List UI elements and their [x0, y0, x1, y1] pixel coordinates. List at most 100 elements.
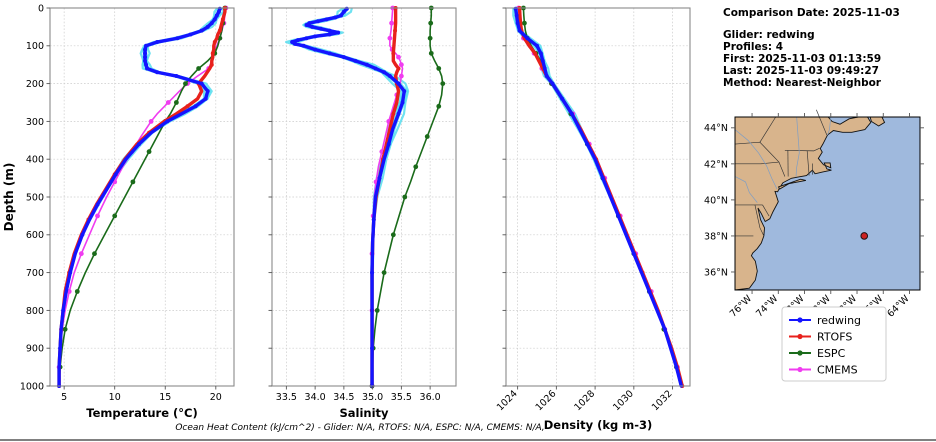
data-point — [440, 81, 446, 86]
data-point — [74, 289, 80, 294]
data-point — [428, 50, 434, 56]
legend-item-espc[interactable]: ESPC — [789, 347, 846, 360]
legend-marker — [797, 333, 803, 340]
map-lat-label: 36°N — [704, 267, 728, 278]
data-point — [550, 81, 555, 86]
data-point — [113, 172, 118, 177]
data-point — [304, 23, 309, 28]
data-point — [389, 20, 394, 26]
data-point — [515, 21, 520, 26]
data-point — [183, 81, 188, 86]
data-point — [304, 36, 309, 41]
data-point — [373, 66, 378, 71]
x-axis: 5 10 15 20 — [61, 386, 222, 403]
y-tick-label: 400 — [26, 155, 44, 166]
data-point — [143, 58, 148, 63]
long-island — [777, 178, 806, 190]
data-point — [143, 51, 148, 56]
x-tick-label: 33.5 — [276, 392, 297, 403]
data-point — [370, 346, 375, 351]
data-point — [370, 270, 375, 275]
data-point — [313, 34, 318, 39]
data-point — [387, 74, 392, 79]
data-point — [333, 15, 338, 20]
data-point — [148, 119, 154, 124]
series-redwing — [290, 6, 407, 388]
data-point — [391, 51, 396, 56]
data-point — [396, 66, 401, 71]
data-point — [424, 134, 430, 139]
legend-item-cmems[interactable]: CMEMS — [789, 364, 858, 377]
data-point — [173, 100, 179, 105]
data-point — [402, 194, 408, 200]
profile-panel-salinity: 33.5 34.0 34.5 35.0 35.5 36.0 Salinity — [268, 5, 457, 420]
glider-location-marker[interactable] — [860, 232, 869, 240]
info-comparison-date: Comparison Date: 2025-11-03 — [723, 7, 900, 19]
legend-marker — [797, 317, 803, 323]
data-point — [339, 13, 343, 18]
data-point — [341, 55, 346, 60]
data-point — [396, 54, 401, 60]
data-point — [393, 28, 398, 33]
data-point — [569, 111, 574, 116]
data-point — [295, 38, 300, 43]
data-point — [130, 179, 136, 185]
data-point — [396, 111, 401, 116]
data-point — [396, 81, 401, 86]
data-point — [560, 96, 565, 101]
data-point — [631, 251, 636, 256]
data-point — [662, 327, 667, 332]
info-method: Method: Nearest-Neighbor — [723, 77, 882, 89]
map-lat-label: 38°N — [704, 231, 728, 242]
data-point — [301, 43, 306, 48]
map-lat-label: 44°N — [704, 123, 728, 134]
data-point — [144, 43, 149, 48]
y-tick-label: 200 — [26, 79, 44, 90]
data-point — [143, 55, 148, 60]
data-point — [544, 74, 549, 79]
data-point — [318, 26, 323, 31]
data-point — [188, 32, 193, 37]
data-point — [144, 62, 149, 67]
map-lat-axis: 36°N 38°N 40°N 42°N 44°N — [704, 123, 924, 278]
data-point — [307, 21, 312, 26]
data-point — [175, 36, 180, 41]
data-point — [185, 104, 190, 109]
data-point — [143, 47, 148, 52]
data-point — [209, 62, 214, 67]
data-point — [112, 213, 118, 219]
x-tick-label: 35.5 — [391, 392, 412, 403]
legend-box — [781, 306, 887, 382]
map-frame — [734, 116, 921, 291]
data-point — [165, 119, 170, 124]
y-tick-label: 0 — [38, 3, 44, 14]
data-point — [327, 32, 332, 37]
data-point — [68, 270, 73, 275]
rivers — [734, 116, 832, 203]
location-map[interactable]: 36°N38°N40°N42°N44°N76°W74°W72°W70°W68°W… — [704, 109, 924, 320]
data-point — [513, 6, 518, 11]
y-axis — [268, 7, 272, 387]
data-point — [428, 20, 434, 26]
x-tick-label: 10 — [109, 392, 121, 403]
data-point — [58, 346, 63, 351]
legend-item-rtofs[interactable]: RTOFS — [789, 331, 852, 344]
series-redwing — [513, 6, 683, 388]
data-point — [209, 21, 214, 26]
data-point — [436, 66, 442, 71]
state-borders — [734, 109, 828, 237]
data-point — [155, 40, 160, 45]
series-legend[interactable]: redwing RTOFS ESPC CMEMS — [781, 306, 887, 382]
data-point — [538, 51, 543, 56]
data-point — [341, 9, 346, 14]
data-point — [196, 66, 202, 71]
legend-label: CMEMS — [817, 364, 858, 377]
legend-label: redwing — [817, 314, 861, 327]
legend-item-redwing[interactable]: redwing — [789, 314, 861, 327]
data-point — [540, 58, 545, 63]
x-tick-label: 35.0 — [362, 392, 383, 403]
data-point — [205, 89, 210, 94]
map-lat-label: 42°N — [704, 159, 728, 170]
